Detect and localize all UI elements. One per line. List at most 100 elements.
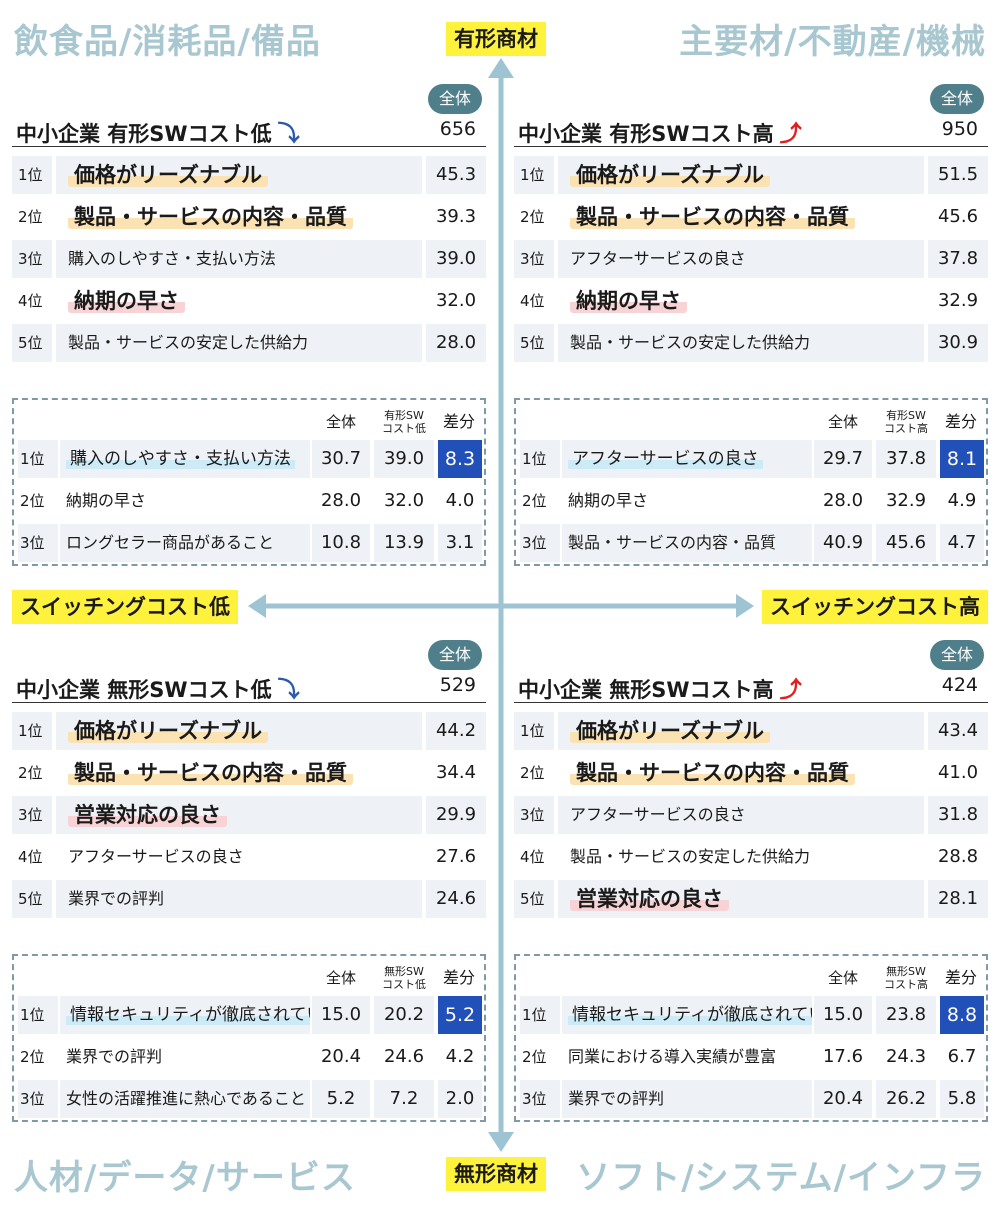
ranking-row: 2位 製品・サービスの内容・品質 34.4: [12, 752, 486, 794]
col-header-overall: 全体: [325, 413, 356, 431]
diff-label-cell: 情報セキュリティが徹底されていること: [562, 996, 812, 1034]
diff-label: 購入のしやすさ・支払い方法: [66, 449, 295, 469]
col-header-segment-line1: 無形SW: [886, 965, 926, 978]
diff-segment-value: 7.2: [374, 1080, 434, 1118]
diff-label-cell: 納期の早さ: [60, 482, 310, 520]
respondent-count: 950: [941, 118, 978, 140]
rank-number: 1位: [12, 712, 52, 750]
diff-rank: 2位: [520, 482, 560, 520]
rank-label-cell: 業界での評判: [56, 880, 422, 918]
respondent-count: 656: [439, 118, 476, 140]
rank-label: 価格がリーズナブル: [68, 719, 268, 743]
rank-value: 41.0: [928, 754, 988, 792]
ranking-row: 3位 アフターサービスの良さ 37.8: [514, 238, 988, 280]
diff-label: 女性の活躍推進に熱心であること: [66, 1089, 306, 1108]
col-header-segment-line1: 無形SW: [384, 965, 424, 978]
col-header-segment-line2: コスト低: [382, 422, 426, 435]
rank-number: 5位: [12, 880, 52, 918]
diff-segment-value: 23.8: [876, 996, 936, 1034]
quadrant-intangible-high: 全体 中小企業 無形SWコスト高 ⤴ 424 1位 価格がリーズナブル 43.4 2位 製品・サ…: [514, 640, 988, 1126]
rank-label-cell: 価格がリーズナブル: [558, 712, 924, 750]
col-header-diff: 差分: [442, 412, 475, 431]
diff-segment-value: 24.3: [876, 1038, 936, 1076]
rank-label: 営業対応の良さ: [68, 803, 227, 827]
difference-row: 1位 アフターサービスの良さ 29.7 37.8 8.1: [520, 438, 984, 480]
ranking-row: 5位 業界での評判 24.6: [12, 878, 486, 920]
col-header-overall: 全体: [827, 969, 858, 987]
diff-segment-value: 13.9: [374, 524, 434, 562]
diff-rank: 3位: [520, 1080, 560, 1118]
rank-number: 1位: [514, 712, 554, 750]
rank-number: 2位: [12, 754, 52, 792]
rank-label-cell: 価格がリーズナブル: [56, 712, 422, 750]
diff-overall-value: 30.7: [312, 440, 370, 478]
rank-value: 45.3: [426, 156, 486, 194]
diff-rank: 1位: [520, 996, 560, 1034]
rank-number: 4位: [12, 282, 52, 320]
col-header-diff: 差分: [944, 968, 977, 987]
axis-label-top: 有形商材: [446, 22, 546, 56]
rank-value: 39.3: [426, 198, 486, 236]
diff-label-cell: 業界での評判: [562, 1080, 812, 1118]
rank-label-cell: 価格がリーズナブル: [558, 156, 924, 194]
difference-rows: 1位情報セキュリティが徹底されていること15.020.25.22位業界での評判2…: [18, 994, 482, 1120]
rank-label-cell: 製品・サービスの安定した供給力: [56, 324, 422, 362]
col-header-overall: 全体: [827, 413, 858, 431]
diff-overall-value: 20.4: [312, 1038, 370, 1076]
diff-segment-value: 45.6: [876, 524, 936, 562]
diff-segment-value: 20.2: [374, 996, 434, 1034]
difference-row: 3位 業界での評判 20.4 26.2 5.8: [520, 1078, 984, 1120]
rank-label-cell: アフターサービスの良さ: [56, 838, 422, 876]
diff-segment-value: 39.0: [374, 440, 434, 478]
difference-rows: 1位情報セキュリティが徹底されていること15.023.88.82位同業における導…: [520, 994, 984, 1120]
diff-label-cell: 情報セキュリティが徹底されていること: [60, 996, 310, 1034]
diff-label: 納期の早さ: [66, 491, 147, 510]
rank-number: 5位: [514, 324, 554, 362]
quadrant-title-text: 中小企業 有形SWコスト高: [518, 122, 774, 146]
quadrant-title-text: 中小企業 有形SWコスト低: [16, 122, 272, 146]
diff-rank: 2位: [520, 1038, 560, 1076]
diff-label-cell: 同業における導入実績が豊富: [562, 1038, 812, 1076]
rank-number: 3位: [514, 796, 554, 834]
ranking-row: 4位 アフターサービスの良さ 27.6: [12, 836, 486, 878]
diff-overall-value: 20.4: [814, 1080, 872, 1118]
quadrant-title-text: 中小企業 無形SWコスト高: [518, 678, 774, 702]
difference-row: 1位情報セキュリティが徹底されていること15.023.88.8: [520, 994, 984, 1036]
diff-value: 4.9: [940, 482, 984, 520]
diff-segment-value: 32.9: [876, 482, 936, 520]
quadrant-tangible-low: 全体 中小企業 有形SWコスト低 ⤵ 656 1位 価格がリーズナブル 45.3 2位 製品・サ…: [12, 84, 486, 570]
diff-label: ロングセラー商品があること: [66, 533, 275, 552]
rank-value: 44.2: [426, 712, 486, 750]
rank-value: 28.8: [928, 838, 988, 876]
quadrant-title: 中小企業 無形SWコスト高 ⤴: [518, 672, 802, 704]
rank-label-cell: 製品・サービスの安定した供給力: [558, 324, 924, 362]
ranking-row: 4位 納期の早さ 32.9: [514, 280, 988, 322]
overall-badge: 全体: [930, 84, 984, 114]
axis-arrowhead-left: [248, 594, 266, 618]
diff-label-cell: 女性の活躍推進に熱心であること: [60, 1080, 310, 1118]
ranking-row: 1位 価格がリーズナブル 44.2: [12, 710, 486, 752]
difference-row: 2位 納期の早さ 28.0 32.0 4.0: [18, 480, 482, 522]
ranking-row: 3位 営業対応の良さ 29.9: [12, 794, 486, 836]
difference-table: 全体無形SWコスト高差分1位情報セキュリティが徹底されていること15.023.8…: [514, 954, 988, 1122]
rank-label: 納期の早さ: [570, 289, 687, 313]
rank-label: 価格がリーズナブル: [570, 163, 770, 187]
diff-value: 2.0: [438, 1080, 482, 1118]
rank-value: 37.8: [928, 240, 988, 278]
axis-arrowhead-right: [736, 594, 754, 618]
rank-label-cell: 納期の早さ: [558, 282, 924, 320]
rank-value: 28.1: [928, 880, 988, 918]
diff-value: 8.1: [940, 440, 984, 478]
diff-rank: 1位: [520, 440, 560, 478]
diff-label: 情報セキュリティが徹底されていること: [568, 1005, 812, 1025]
rank-value: 31.8: [928, 796, 988, 834]
rank-value: 29.9: [426, 796, 486, 834]
rank-value: 32.9: [928, 282, 988, 320]
diff-label-cell: 購入のしやすさ・支払い方法: [60, 440, 310, 478]
rank-label-cell: 製品・サービスの内容・品質: [56, 198, 422, 236]
diff-segment-value: 26.2: [876, 1080, 936, 1118]
ranking-row: 1位 価格がリーズナブル 43.4: [514, 710, 988, 752]
diff-rank: 1位: [18, 440, 58, 478]
diff-label: 製品・サービスの内容・品質: [568, 533, 777, 552]
diff-value: 3.1: [438, 524, 482, 562]
